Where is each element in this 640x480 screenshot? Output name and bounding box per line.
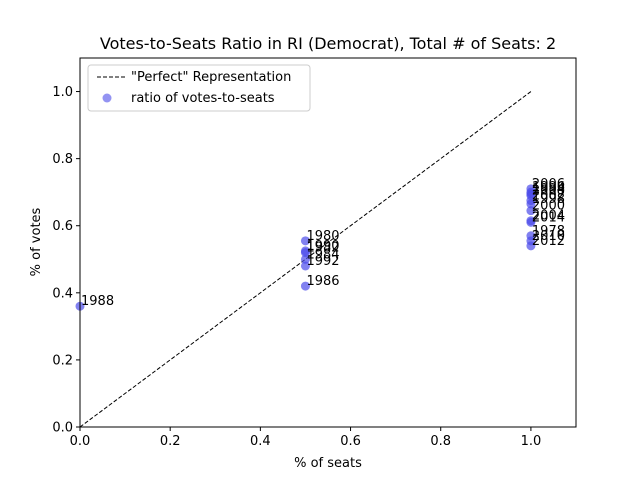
data-point-2006 (526, 184, 536, 194)
x-tick-label: 0.0 (70, 434, 91, 449)
x-axis-label: % of seats (294, 456, 362, 471)
data-point-label: 1994 (532, 182, 565, 197)
data-point-label: 1988 (81, 294, 114, 309)
legend-label-perfect: "Perfect" Representation (131, 70, 291, 85)
legend-label-ratio: ratio of votes-to-seats (131, 91, 275, 106)
legend-box (87, 64, 311, 112)
data-point-label: 2008 (532, 184, 565, 199)
y-tick-label: 0.2 (52, 353, 73, 368)
y-tick-label: 0.6 (52, 219, 73, 234)
data-point-label: 1986 (306, 274, 339, 289)
x-tick-label: 0.2 (160, 434, 181, 449)
x-tick-label: 1.0 (521, 434, 542, 449)
data-point-1984 (300, 254, 310, 264)
y-tick-label: 0.4 (52, 286, 73, 301)
data-point-label: 2002 (532, 189, 565, 204)
data-point-1986 (300, 281, 310, 291)
data-point-1980 (300, 236, 310, 246)
data-point-1992 (300, 261, 310, 271)
x-tick-label: 0.8 (430, 434, 451, 449)
data-point-label: 1984 (306, 247, 339, 262)
data-point-label: 2006 (532, 177, 565, 192)
y-tick-label: 0.0 (52, 421, 73, 436)
data-point-label: 1998 (532, 192, 565, 207)
data-point-label: 1996 (532, 180, 565, 195)
y-axis: 0.0 0.2 0.4 0.6 0.8 1.0 (52, 85, 80, 436)
y-tick-label: 1.0 (52, 85, 73, 100)
data-point-label: 2004 (532, 209, 565, 224)
data-point-label: 1982 (306, 241, 339, 256)
data-point-label: 2010 (532, 229, 565, 244)
data-point-1990 (300, 246, 310, 256)
data-point-label: 2014 (532, 210, 565, 225)
x-tick-label: 0.4 (250, 434, 271, 449)
x-tick-label: 0.6 (340, 434, 361, 449)
data-point-label: 1980 (306, 229, 339, 244)
data-point-label: 1990 (306, 239, 339, 254)
data-point-2004 (526, 216, 536, 226)
data-point-label: 1978 (532, 224, 565, 239)
data-point-label: 1992 (306, 254, 339, 269)
legend: "Perfect" Representation ratio of votes-… (87, 64, 311, 112)
y-tick-label: 0.8 (52, 152, 73, 167)
x-axis: 0.0 0.2 0.4 0.6 0.8 1.0 (70, 427, 542, 449)
legend-marker-swatch (102, 93, 112, 103)
chart-title: Votes-to-Seats Ratio in RI (Democrat), T… (100, 34, 556, 53)
y-axis-label: % of votes (29, 207, 44, 276)
data-point-2000 (526, 206, 536, 216)
data-point-1978 (526, 231, 536, 241)
data-point-label: 2000 (532, 199, 565, 214)
data-point-label: 2012 (532, 234, 565, 249)
perfect-representation-line (79, 91, 532, 428)
plot-frame (79, 57, 577, 428)
